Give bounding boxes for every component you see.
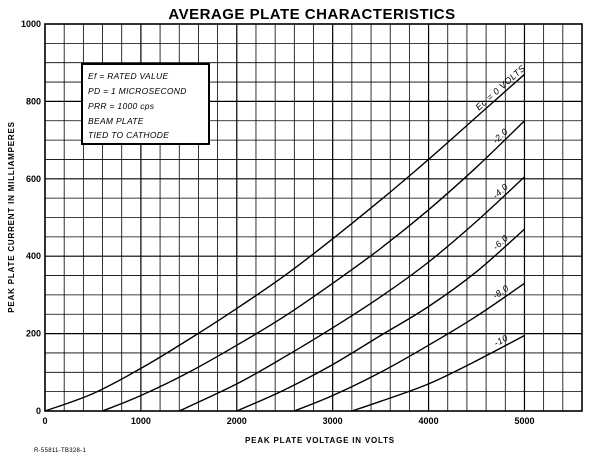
series-label: Ec = 0 VOLTS (474, 63, 528, 112)
condition-line: Ef = RATED VALUE (88, 71, 168, 81)
y-tick-label: 800 (26, 96, 41, 106)
series-label: -8.0 (491, 283, 511, 301)
conditions-box: Ef = RATED VALUE PD = 1 MICROSECOND PRR … (81, 63, 210, 145)
series-line (294, 282, 525, 412)
plot-border (44, 23, 583, 412)
condition-line: BEAM PLATE (88, 116, 144, 126)
condition-line: TIED TO CATHODE (88, 130, 169, 140)
chart-title: AVERAGE PLATE CHARACTERISTICS (168, 6, 455, 23)
y-tick-label: 200 (26, 329, 41, 339)
series-line (179, 176, 525, 412)
series-label: -6.0 (491, 233, 511, 252)
x-tick-label: 2000 (227, 416, 247, 426)
series-label: -10 (492, 333, 510, 349)
series-label: -2.0 (491, 126, 511, 145)
series-line (351, 334, 525, 412)
series-line (44, 73, 525, 412)
x-tick-label: 3000 (323, 416, 343, 426)
x-axis-label: PEAK PLATE VOLTAGE IN VOLTS (245, 436, 395, 445)
series-line (236, 228, 525, 412)
condition-line: PRR = 1000 cps (88, 101, 155, 111)
tick-labels: 0 1000 2000 3000 4000 5000 0 200 400 600 800 1000 (21, 19, 535, 426)
y-tick-label: 0 (36, 406, 41, 416)
series-line (102, 120, 525, 412)
y-tick-label: 400 (26, 251, 41, 261)
x-tick-label: 4000 (419, 416, 439, 426)
x-tick-label: 0 (42, 416, 47, 426)
y-tick-label: 600 (26, 174, 41, 184)
x-tick-label: 1000 (131, 416, 151, 426)
reference-number: R-55811-TB328-1 (34, 448, 86, 454)
y-tick-label: 1000 (21, 19, 41, 29)
condition-line: PD = 1 MICROSECOND (88, 86, 187, 96)
y-axis-label: PEAK PLATE CURRENT IN MILLIAMPERES (7, 121, 16, 313)
x-tick-label: 5000 (514, 416, 534, 426)
